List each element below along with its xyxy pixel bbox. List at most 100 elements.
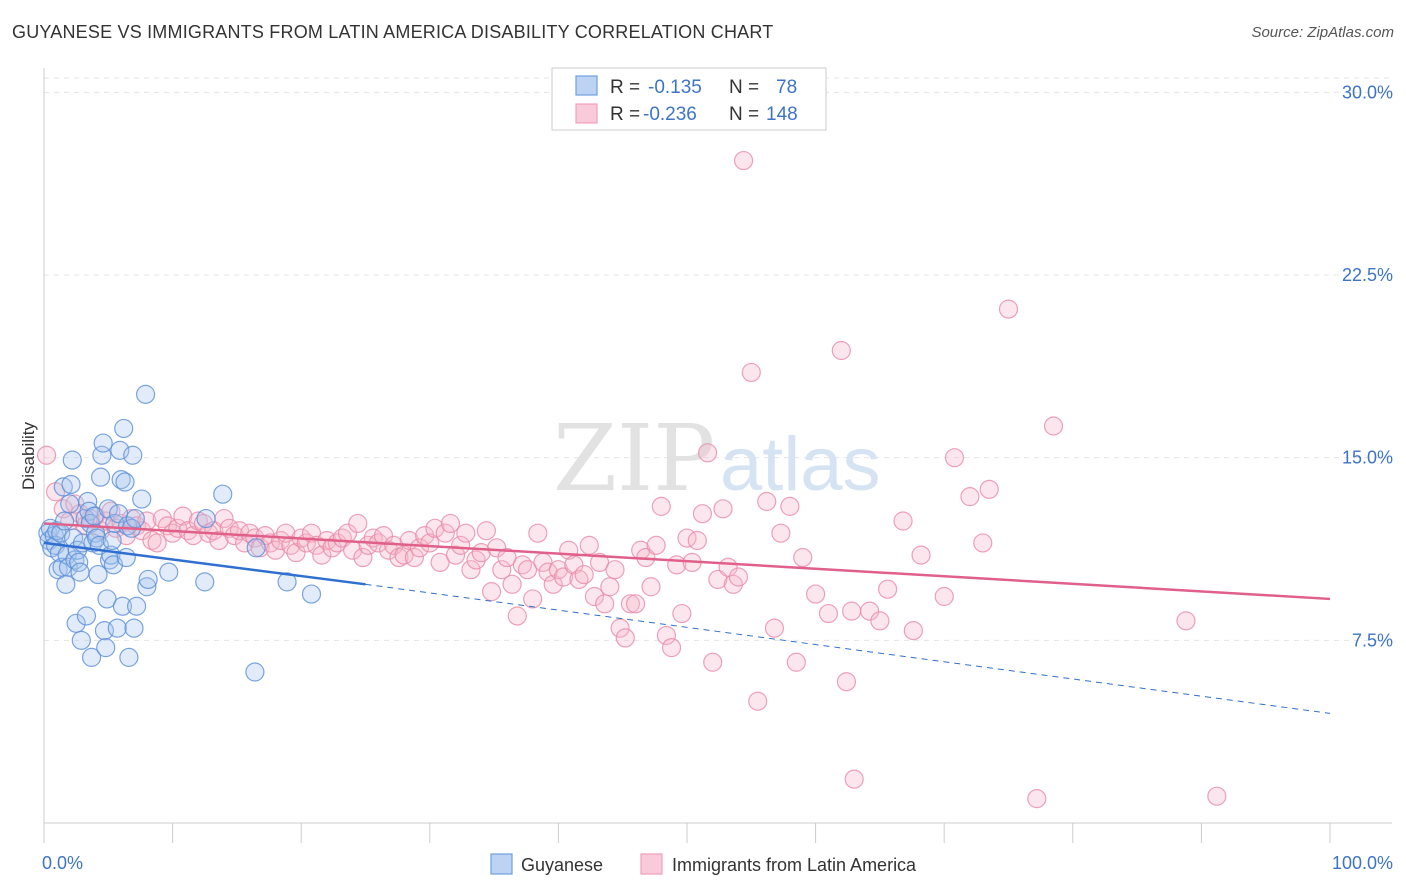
y-tick-labels: 7.5% 15.0% 22.5% 30.0%	[1342, 82, 1393, 650]
point-immigrants	[944, 448, 965, 468]
series-immigrants-points	[36, 150, 1227, 809]
point-guyanese	[132, 489, 152, 509]
point-guyanese	[71, 630, 91, 650]
point-immigrants	[1027, 789, 1047, 809]
y-tick-label: 30.0%	[1342, 82, 1393, 102]
point-immigrants	[445, 545, 466, 565]
point-immigrants	[672, 603, 692, 624]
point-immigrants	[553, 567, 574, 587]
point-guyanese	[137, 577, 157, 597]
point-guyanese	[119, 647, 139, 667]
trendline-immigrants	[43, 522, 1331, 601]
point-immigrants	[430, 552, 450, 573]
point-immigrants	[1207, 786, 1227, 806]
watermark: ZIP atlas	[553, 405, 881, 512]
point-immigrants	[741, 362, 761, 383]
point-guyanese	[96, 638, 116, 658]
point-immigrants	[204, 521, 224, 541]
point-immigrants	[842, 601, 862, 621]
point-guyanese	[69, 552, 89, 573]
point-immigrants	[600, 577, 620, 597]
point-immigrants	[646, 535, 666, 555]
point-guyanese	[246, 538, 266, 558]
point-guyanese	[76, 606, 97, 626]
point-guyanese	[195, 572, 215, 592]
bottom-legend-swatch-immigrants	[640, 853, 663, 875]
point-immigrants	[528, 523, 548, 543]
legend-box: R = -0.135 N = 78 R = -0.236 N = 148	[551, 67, 827, 131]
point-immigrants	[142, 530, 162, 551]
point-immigrants	[748, 691, 768, 711]
point-immigrants	[903, 620, 923, 641]
legend-n-value-guyanese: 78	[776, 77, 797, 98]
legend-swatch-immigrants	[575, 103, 598, 124]
point-immigrants	[1176, 611, 1196, 631]
trendlines	[43, 522, 1331, 714]
point-immigrants	[960, 487, 980, 507]
point-immigrants	[456, 523, 476, 543]
y-tick-label: 15.0%	[1342, 448, 1393, 468]
point-immigrants	[708, 569, 728, 590]
point-immigrants	[836, 672, 857, 692]
point-immigrants	[805, 584, 826, 604]
point-immigrants	[589, 552, 610, 573]
point-immigrants	[860, 601, 880, 621]
point-immigrants	[312, 545, 332, 565]
point-immigrants	[610, 618, 630, 638]
point-guyanese	[301, 584, 322, 604]
point-immigrants	[425, 518, 445, 538]
point-immigrants	[579, 535, 599, 555]
point-immigrants	[870, 611, 890, 631]
point-guyanese	[107, 618, 127, 638]
point-guyanese	[97, 589, 117, 609]
point-immigrants	[481, 582, 502, 602]
point-immigrants	[733, 150, 754, 171]
point-immigrants	[451, 535, 471, 555]
point-immigrants	[687, 530, 707, 551]
point-guyanese	[53, 477, 73, 497]
point-guyanese	[87, 528, 107, 548]
trendline-guyanese	[43, 541, 366, 586]
point-immigrants	[656, 625, 677, 646]
point-immigrants	[36, 445, 57, 465]
point-immigrants	[502, 574, 522, 594]
legend-box-frame	[551, 67, 827, 131]
watermark-zip: ZIP	[553, 405, 715, 512]
legend-n-label-immigrants: N =	[729, 104, 759, 125]
point-guyanese	[61, 474, 81, 495]
point-immigrants	[595, 594, 615, 614]
point-guyanese	[124, 618, 144, 638]
bottom-legend-label-guyanese: Guyanese	[521, 855, 603, 875]
x-tick-label-min: 0.0%	[42, 853, 83, 873]
point-immigrants	[728, 567, 749, 587]
point-immigrants	[389, 547, 409, 568]
point-immigrants	[713, 499, 733, 519]
point-immigrants	[435, 523, 455, 543]
point-immigrants	[584, 586, 605, 607]
point-immigrants	[998, 299, 1019, 319]
watermark-atlas: atlas	[720, 422, 881, 507]
legend-r-label-guyanese: R =	[610, 77, 640, 98]
point-immigrants	[620, 594, 641, 614]
point-guyanese	[114, 418, 134, 439]
point-guyanese	[62, 450, 82, 470]
trendline-guyanese-extension	[365, 583, 1331, 714]
point-guyanese	[58, 557, 79, 577]
legend-r-value-guyanese: -0.135	[648, 77, 702, 98]
series-guyanese-points	[38, 384, 322, 682]
point-immigrants	[911, 545, 931, 565]
point-guyanese	[92, 445, 112, 465]
point-guyanese	[213, 484, 233, 504]
point-immigrants	[564, 555, 584, 575]
point-guyanese	[126, 596, 147, 616]
point-immigrants	[615, 628, 635, 648]
point-immigrants	[1043, 416, 1064, 436]
point-immigrants	[934, 586, 954, 607]
point-immigrants	[661, 638, 682, 658]
point-immigrants	[818, 603, 839, 624]
axes	[43, 68, 1392, 843]
point-immigrants	[692, 504, 713, 524]
point-immigrants	[793, 547, 813, 568]
point-immigrants	[764, 618, 785, 638]
